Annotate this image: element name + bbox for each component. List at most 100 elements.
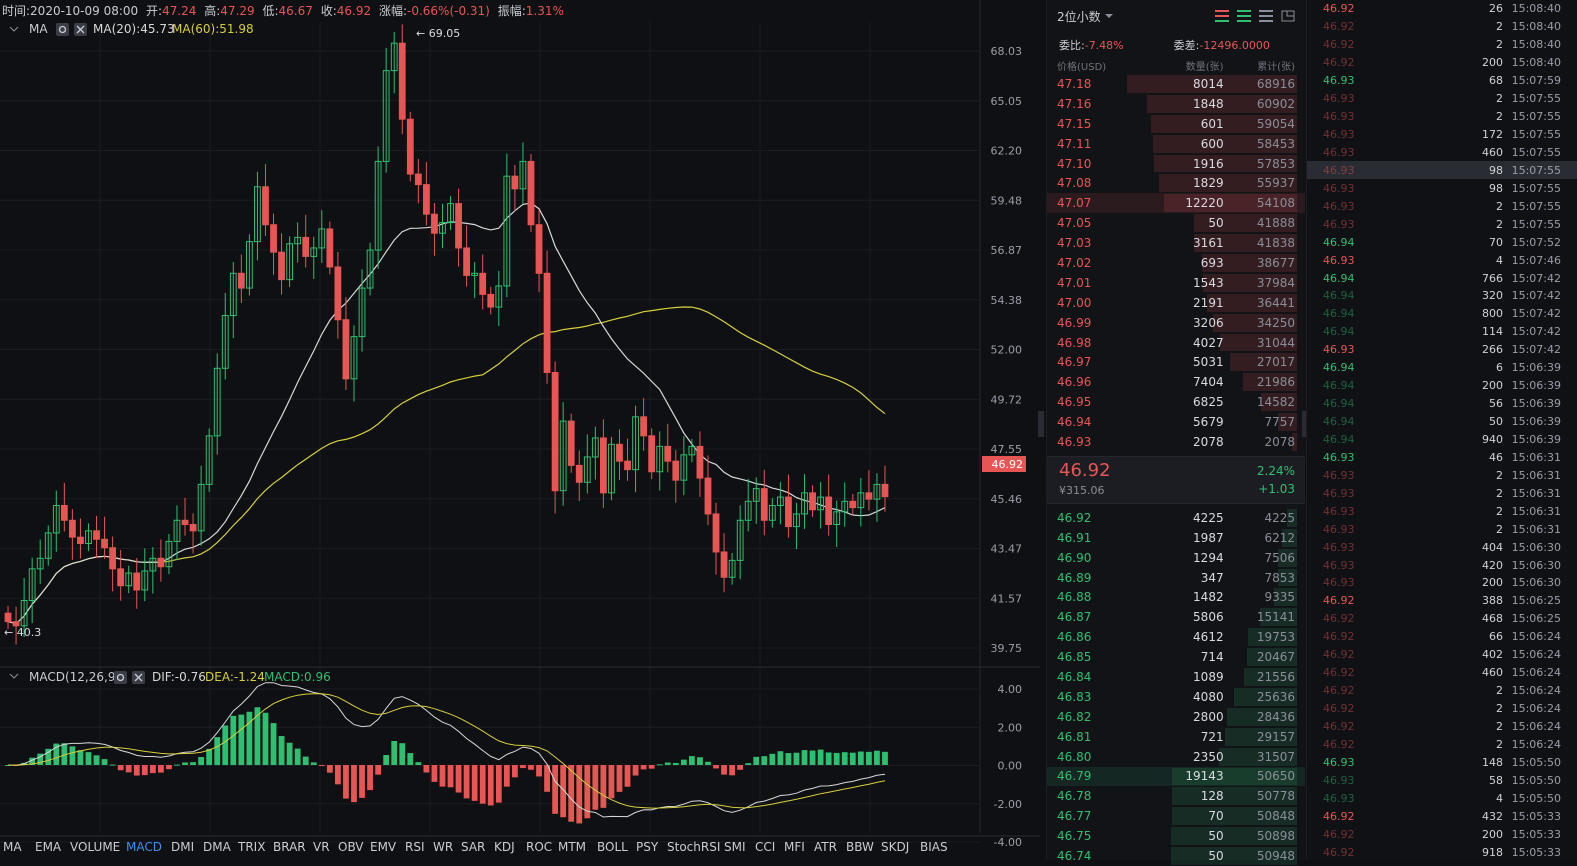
- tab-dma[interactable]: DMA: [203, 840, 232, 854]
- ask-row[interactable]: 46.93 2078 2078: [1047, 432, 1305, 452]
- trade-row[interactable]: 46.94 50 15:06:39: [1307, 413, 1577, 431]
- trade-row[interactable]: 46.93 172 15:07:55: [1307, 126, 1577, 144]
- trade-row[interactable]: 46.92 2 15:06:24: [1307, 700, 1577, 718]
- bid-row[interactable]: 46.77 70 50848: [1047, 806, 1305, 826]
- bid-row[interactable]: 46.80 2350 31507: [1047, 747, 1305, 767]
- trade-row[interactable]: 46.93 2 15:06:31: [1307, 502, 1577, 520]
- bid-row[interactable]: 46.92 4225 4225: [1047, 508, 1305, 528]
- ask-row[interactable]: 47.10 1916 57853: [1047, 154, 1305, 174]
- ask-row[interactable]: 46.97 5031 27017: [1047, 352, 1305, 372]
- trade-row[interactable]: 46.93 2 15:07:55: [1307, 215, 1577, 233]
- tab-bbw[interactable]: BBW: [846, 840, 874, 854]
- ask-row[interactable]: 47.18 8014 68916: [1047, 74, 1305, 94]
- trade-row[interactable]: 46.94 800 15:07:42: [1307, 305, 1577, 323]
- ask-row[interactable]: 46.95 6825 14582: [1047, 392, 1305, 412]
- trade-row[interactable]: 46.93 68 15:07:59: [1307, 72, 1577, 90]
- tab-macd[interactable]: MACD: [126, 840, 162, 854]
- ask-row[interactable]: 47.01 1543 37984: [1047, 273, 1305, 293]
- settings-icon[interactable]: [114, 671, 127, 684]
- bid-row[interactable]: 46.89 347 7853: [1047, 568, 1305, 588]
- trade-row[interactable]: 46.92 2 15:08:40: [1307, 18, 1577, 36]
- trade-row[interactable]: 46.92 402 15:06:24: [1307, 646, 1577, 664]
- trade-row[interactable]: 46.94 56 15:06:39: [1307, 395, 1577, 413]
- trade-row[interactable]: 46.92 66 15:06:24: [1307, 628, 1577, 646]
- trade-row[interactable]: 46.93 460 15:07:55: [1307, 144, 1577, 162]
- trade-row[interactable]: 46.93 2 15:07:55: [1307, 108, 1577, 126]
- tab-sar[interactable]: SAR: [461, 840, 485, 854]
- trade-row[interactable]: 46.92 2 15:06:24: [1307, 718, 1577, 736]
- trade-row[interactable]: 46.93 420 15:06:30: [1307, 556, 1577, 574]
- trade-row[interactable]: 46.92 388 15:06:25: [1307, 592, 1577, 610]
- chart-panel[interactable]: 时间:2020-10-09 08:00 开:47.24 高:47.29 低:46…: [0, 0, 1040, 860]
- tab-obv[interactable]: OBV: [338, 840, 364, 854]
- trade-row[interactable]: 46.92 2 15:08:40: [1307, 36, 1577, 54]
- tab-atr[interactable]: ATR: [814, 840, 837, 854]
- trade-row[interactable]: 46.92 460 15:06:24: [1307, 664, 1577, 682]
- trade-row[interactable]: 46.92 200 15:08:40: [1307, 54, 1577, 72]
- tab-boll[interactable]: BOLL: [597, 840, 628, 854]
- ask-row[interactable]: 46.96 7404 21986: [1047, 372, 1305, 392]
- indicator-tabs[interactable]: MA EMA VOLUME MACD DMI DMA TRIX BRAR VR OBV EMV RSI…: [3, 840, 948, 854]
- tab-dmi[interactable]: DMI: [171, 840, 194, 854]
- ask-row[interactable]: 47.07 12220 54108: [1047, 193, 1305, 214]
- trade-row[interactable]: 46.92 468 15:06:25: [1307, 610, 1577, 628]
- book-bids-icon[interactable]: [1237, 10, 1251, 22]
- ask-row[interactable]: 47.11 600 58453: [1047, 134, 1305, 154]
- ask-row[interactable]: 46.99 3206 34250: [1047, 313, 1305, 333]
- trade-row[interactable]: 46.93 2 15:06:31: [1307, 466, 1577, 484]
- tab-ma[interactable]: MA: [3, 840, 22, 854]
- ask-row[interactable]: 47.05 50 41888: [1047, 213, 1305, 233]
- bid-row[interactable]: 46.86 4612 19753: [1047, 627, 1305, 647]
- trade-row[interactable]: 46.94 6 15:06:39: [1307, 359, 1577, 377]
- bid-row[interactable]: 46.90 1294 7506: [1047, 548, 1305, 568]
- tab-roc[interactable]: ROC: [526, 840, 552, 854]
- panel-resize-handle[interactable]: [1038, 411, 1044, 437]
- trade-row[interactable]: 46.93 58 15:05:50: [1307, 771, 1577, 789]
- bid-row[interactable]: 46.91 1987 6212: [1047, 528, 1305, 548]
- panel-resize-handle[interactable]: [1302, 411, 1308, 437]
- tab-bias[interactable]: BIAS: [920, 840, 948, 854]
- trade-row[interactable]: 46.93 404 15:06:30: [1307, 538, 1577, 556]
- trade-row[interactable]: 46.92 2 15:06:24: [1307, 735, 1577, 753]
- ask-row[interactable]: 47.02 693 38677: [1047, 253, 1305, 273]
- bid-row[interactable]: 46.85 714 20467: [1047, 647, 1305, 667]
- trade-row[interactable]: 46.93 4 15:05:50: [1307, 789, 1577, 807]
- chevron-down-icon[interactable]: [9, 26, 19, 32]
- trade-row[interactable]: 46.93 266 15:07:42: [1307, 341, 1577, 359]
- tab-mtm[interactable]: MTM: [558, 840, 586, 854]
- candlestick-chart[interactable]: 时间:2020-10-09 08:00 开:47.24 高:47.29 低:46…: [0, 0, 1040, 860]
- trade-row[interactable]: 46.92 200 15:05:33: [1307, 825, 1577, 843]
- tab-cci[interactable]: CCI: [755, 840, 775, 854]
- tab-stochrsi[interactable]: StochRSI: [667, 840, 720, 854]
- bid-row[interactable]: 46.79 19143 50650: [1047, 766, 1305, 787]
- tab-rsi[interactable]: RSI: [405, 840, 425, 854]
- bid-row[interactable]: 46.75 50 50898: [1047, 826, 1305, 846]
- trade-row[interactable]: 46.94 200 15:06:39: [1307, 377, 1577, 395]
- trade-row[interactable]: 46.93 2 15:06:31: [1307, 484, 1577, 502]
- tab-mfi[interactable]: MFI: [784, 840, 805, 854]
- trade-row[interactable]: 46.92 432 15:05:33: [1307, 807, 1577, 825]
- tab-smi[interactable]: SMI: [724, 840, 746, 854]
- trade-row[interactable]: 46.92 2 15:06:24: [1307, 682, 1577, 700]
- ask-row[interactable]: 47.15 601 59054: [1047, 114, 1305, 134]
- chevron-down-icon[interactable]: [9, 673, 19, 679]
- trade-row[interactable]: 46.94 70 15:07:52: [1307, 233, 1577, 251]
- tab-psy[interactable]: PSY: [636, 840, 659, 854]
- bid-row[interactable]: 46.82 2800 28436: [1047, 707, 1305, 727]
- trade-row[interactable]: 46.94 940 15:06:39: [1307, 431, 1577, 449]
- trade-row[interactable]: 46.93 200 15:06:30: [1307, 574, 1577, 592]
- tab-skdj[interactable]: SKDJ: [881, 840, 909, 854]
- tab-brar[interactable]: BRAR: [273, 840, 306, 854]
- ask-row[interactable]: 47.08 1829 55937: [1047, 173, 1305, 193]
- tab-kdj[interactable]: KDJ: [494, 840, 515, 854]
- trade-row[interactable]: 46.93 2 15:07:55: [1307, 90, 1577, 108]
- ask-row[interactable]: 46.98 4027 31044: [1047, 333, 1305, 353]
- ask-row[interactable]: 47.16 1848 60902: [1047, 94, 1305, 114]
- trade-row[interactable]: 46.92 26 15:08:40: [1307, 0, 1577, 18]
- trade-row[interactable]: 46.94 114 15:07:42: [1307, 323, 1577, 341]
- trade-row[interactable]: 46.93 2 15:06:31: [1307, 520, 1577, 538]
- expand-icon[interactable]: [1281, 10, 1295, 22]
- ask-row[interactable]: 47.00 2191 36441: [1047, 293, 1305, 313]
- trade-row[interactable]: 46.93 148 15:05:50: [1307, 753, 1577, 771]
- trade-row[interactable]: 46.94 766 15:07:42: [1307, 269, 1577, 287]
